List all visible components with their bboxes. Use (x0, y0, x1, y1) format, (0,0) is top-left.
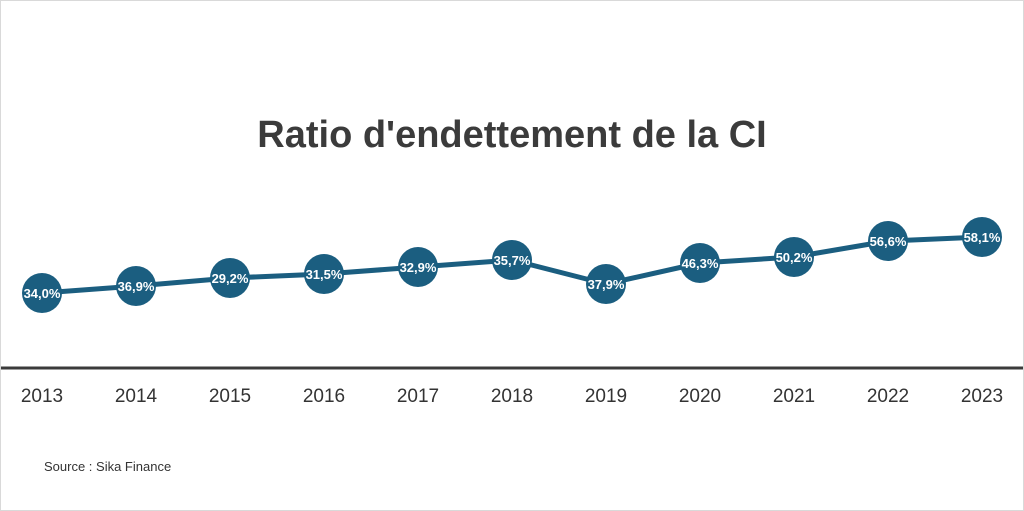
data-label-2014: 36,9% (118, 279, 155, 294)
data-label-2015: 29,2% (212, 271, 249, 286)
chart-title: Ratio d'endettement de la CI (257, 114, 766, 156)
x-tick-label-2022: 2022 (867, 386, 909, 407)
data-point-2015 (210, 258, 250, 298)
x-tick-label-2016: 2016 (303, 386, 345, 407)
x-tick-label-2018: 2018 (491, 386, 533, 407)
x-tick-label-2017: 2017 (397, 386, 439, 407)
x-tick-label-2015: 2015 (209, 386, 251, 407)
x-axis-ticks: 2013 2014 2015 2016 2017 2018 2019 2020 2021 2022… (21, 386, 1003, 407)
data-label-2023: 58,1% (964, 230, 1001, 245)
data-label-2013: 34,0% (24, 286, 61, 301)
x-tick-label-2021: 2021 (773, 386, 815, 407)
x-tick-label-2014: 2014 (115, 386, 158, 407)
data-point-2021 (774, 237, 814, 277)
data-label-2016: 31,5% (306, 267, 343, 282)
data-label-2021: 50,2% (776, 250, 813, 265)
data-label-2018: 35,7% (494, 253, 531, 268)
data-point-2016 (304, 254, 344, 294)
series-marks: 34,0% 36,9% 29,2% 31,5% 32,9% 35,7% 37,9% 46,3%… (22, 217, 1002, 313)
data-point-2014 (116, 266, 156, 306)
data-point-2017 (398, 247, 438, 287)
data-label-2022: 56,6% (870, 234, 907, 249)
data-point-2013 (22, 273, 62, 313)
data-label-2017: 32,9% (400, 260, 437, 275)
data-point-2020 (680, 243, 720, 283)
data-point-2018 (492, 240, 532, 280)
data-label-2019: 37,9% (588, 277, 625, 292)
x-tick-label-2019: 2019 (585, 386, 627, 407)
x-tick-label-2013: 2013 (21, 386, 63, 407)
data-point-2022 (868, 221, 908, 261)
data-point-2023 (962, 217, 1002, 257)
data-point-2019 (586, 264, 626, 304)
data-label-2020: 46,3% (682, 256, 719, 271)
x-tick-label-2020: 2020 (679, 386, 721, 407)
x-tick-label-2023: 2023 (961, 386, 1003, 407)
source-note: Source : Sika Finance (44, 459, 171, 474)
